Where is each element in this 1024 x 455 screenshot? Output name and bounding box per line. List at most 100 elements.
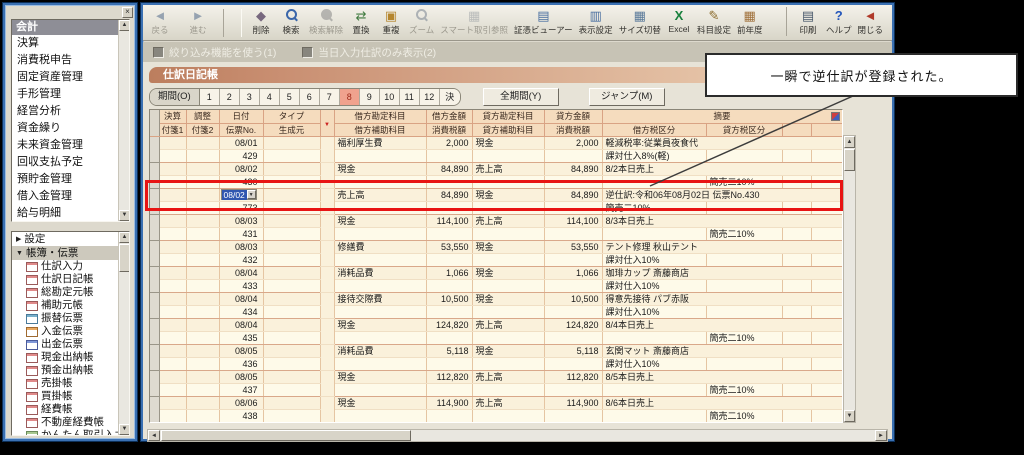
scroll-thumb[interactable] (119, 244, 129, 272)
toolbar-button[interactable]: 置換 (346, 7, 376, 36)
period-label-button[interactable]: 期間(O) (150, 89, 200, 105)
cell-date[interactable]: 08/04 (219, 292, 264, 306)
row-selector[interactable] (150, 136, 160, 163)
jump-button[interactable]: ジャンプ(M) (588, 88, 665, 106)
journal-entry-row2[interactable]: 434 課対仕入10% (150, 305, 842, 319)
module-item[interactable]: 消費税申告 (17, 54, 72, 66)
scroll-thumb[interactable] (844, 149, 855, 171)
journal-entry-row2[interactable]: 438 簡売二10% (150, 409, 842, 422)
journal-entry-row2[interactable]: 429 課対仕入8%(軽) (150, 149, 842, 163)
tree-node-settings[interactable]: 設定 (12, 232, 118, 246)
journal-entry-row[interactable]: 08/04 接待交際費 10,500 現金 10,500 得意先接待 パブ赤阪 (150, 292, 842, 319)
horizontal-scrollbar[interactable] (147, 429, 888, 442)
period-button[interactable]: 4 (259, 89, 280, 105)
tree-item[interactable]: 不動産経費帳 (12, 416, 118, 429)
module-item[interactable]: 経営分析 (17, 105, 61, 117)
toolbar-button[interactable]: スマート取引参照 (437, 7, 511, 36)
tree-item[interactable]: 買掛帳 (12, 390, 118, 403)
toolbar-button[interactable]: 検索解除 (306, 7, 346, 36)
scroll-up-icon[interactable] (119, 232, 129, 243)
toolbar-button[interactable]: 前年度 (734, 7, 766, 36)
journal-entry-row[interactable]: 08/09 現金 89,970 売上高 89,970 8/9本日売上 (150, 422, 842, 423)
period-button[interactable]: 8 (339, 89, 360, 105)
tree-item[interactable]: 預金出納帳 (12, 364, 118, 377)
module-item[interactable]: 給与明細 (17, 207, 61, 219)
row-selector[interactable] (150, 266, 160, 293)
toolbar-button[interactable]: サイズ切替 (616, 7, 664, 36)
toolbar-button[interactable]: 印刷 (793, 7, 823, 36)
journal-entry-row[interactable]: 08/06 現金 114,900 売上高 114,900 8/6本日売上 (150, 396, 842, 422)
row-selector[interactable] (150, 292, 160, 319)
period-button[interactable]: 12 (419, 89, 440, 105)
row-selector[interactable] (150, 370, 160, 397)
module-item[interactable]: 借入金管理 (17, 190, 72, 202)
toolbar-button[interactable]: 科目設定 (694, 7, 734, 36)
module-item[interactable]: 固定資産管理 (17, 71, 83, 83)
cell-date[interactable]: 08/06 (219, 396, 264, 410)
tree-item[interactable]: かんたん取引入力 (12, 429, 118, 435)
cell-date[interactable]: 08/03 (219, 214, 264, 228)
cell-date[interactable]: 08/05 (219, 344, 264, 358)
journal-entry-row2[interactable]: 433 課対仕入10% (150, 279, 842, 293)
module-item[interactable]: 資金繰り (17, 122, 61, 134)
tree-item[interactable]: 出金伝票 (12, 338, 118, 351)
cell-date[interactable]: 08/05 (219, 370, 264, 384)
module-item[interactable]: 手形管理 (17, 88, 61, 100)
row-selector[interactable] (150, 162, 160, 189)
journal-entry-row2[interactable]: 431 簡売二10% (150, 227, 842, 241)
toolbar-button[interactable]: 重複 (376, 7, 406, 36)
toolbar-button[interactable]: 戻る (145, 7, 175, 36)
filter-icon[interactable] (324, 118, 330, 128)
scroll-down-icon[interactable] (119, 210, 129, 221)
period-button[interactable]: 3 (239, 89, 260, 105)
scroll-up-icon[interactable] (119, 20, 129, 31)
tree-item[interactable]: 売掛帳 (12, 377, 118, 390)
journal-entry-row2[interactable]: 430 簡売二10% (150, 175, 842, 189)
toolbar-button[interactable]: 証憑ビューアー (511, 7, 576, 36)
scroll-right-icon[interactable] (875, 430, 887, 441)
checkbox-icon[interactable] (302, 46, 314, 58)
scroll-down-icon[interactable] (119, 424, 129, 435)
period-button[interactable]: 1 (199, 89, 220, 105)
period-button[interactable]: 5 (279, 89, 300, 105)
period-button[interactable]: 11 (399, 89, 420, 105)
journal-entry-row[interactable]: 08/03 現金 114,100 売上高 114,100 8/3本日売上 (150, 214, 842, 241)
checkbox-icon[interactable] (153, 46, 164, 58)
module-item[interactable]: 預貯金管理 (17, 173, 72, 185)
combo-dropdown-icon[interactable] (246, 190, 256, 199)
scroll-left-icon[interactable] (148, 430, 160, 441)
journal-entry-row2[interactable]: 435 簡売二10% (150, 331, 842, 345)
today-only-checkbox[interactable]: 当日入力仕訳のみ表示(2) (302, 45, 436, 60)
tree-item[interactable]: 経費帳 (12, 403, 118, 416)
cell-date[interactable]: 08/01 (219, 136, 264, 150)
journal-entry-row[interactable]: 08/01 福利厚生費 2,000 現金 2,000 軽減税率:従業員夜食代 (150, 136, 842, 163)
journal-entry-row2[interactable]: 773 簡売二10% (150, 201, 842, 215)
period-button[interactable]: 6 (299, 89, 320, 105)
cell-date[interactable]: 08/02 (219, 162, 264, 176)
toolbar-button[interactable]: 削除 (246, 7, 276, 36)
row-selector[interactable] (150, 318, 160, 345)
toolbar-button[interactable]: 進む (183, 7, 213, 36)
module-item[interactable]: 回収支払予定 (17, 156, 83, 168)
period-button[interactable]: 2 (219, 89, 240, 105)
tree-item[interactable]: 現金出納帳 (12, 351, 118, 364)
scroll-up-icon[interactable] (844, 136, 855, 148)
table-vertical-scrollbar[interactable] (843, 135, 856, 423)
all-period-button[interactable]: 全期間(Y) (482, 88, 559, 106)
scroll-down-icon[interactable] (844, 410, 855, 422)
journal-entry-row2[interactable]: 437 簡売二10% (150, 383, 842, 397)
toolbar-button[interactable]: ズーム (406, 7, 437, 36)
row-selector[interactable] (150, 344, 160, 371)
period-button[interactable]: 7 (319, 89, 340, 105)
module-item[interactable]: 決算 (17, 37, 39, 49)
row-selector[interactable] (150, 214, 160, 241)
tree-item[interactable]: 総勘定元帳 (12, 286, 118, 299)
journal-entry-row[interactable]: 08/03 修繕費 53,550 現金 53,550 テント修理 秋山テント (150, 240, 842, 267)
tree-scrollbar[interactable] (118, 232, 129, 435)
cell-date[interactable]: 08/09 (219, 422, 263, 423)
period-button[interactable]: 10 (379, 89, 400, 105)
row-selector[interactable] (150, 422, 159, 423)
tree-item[interactable]: 補助元帳 (12, 299, 118, 312)
journal-entry-row2[interactable]: 432 課対仕入10% (150, 253, 842, 267)
tree-node-books[interactable]: 帳簿・伝票 (12, 246, 118, 260)
